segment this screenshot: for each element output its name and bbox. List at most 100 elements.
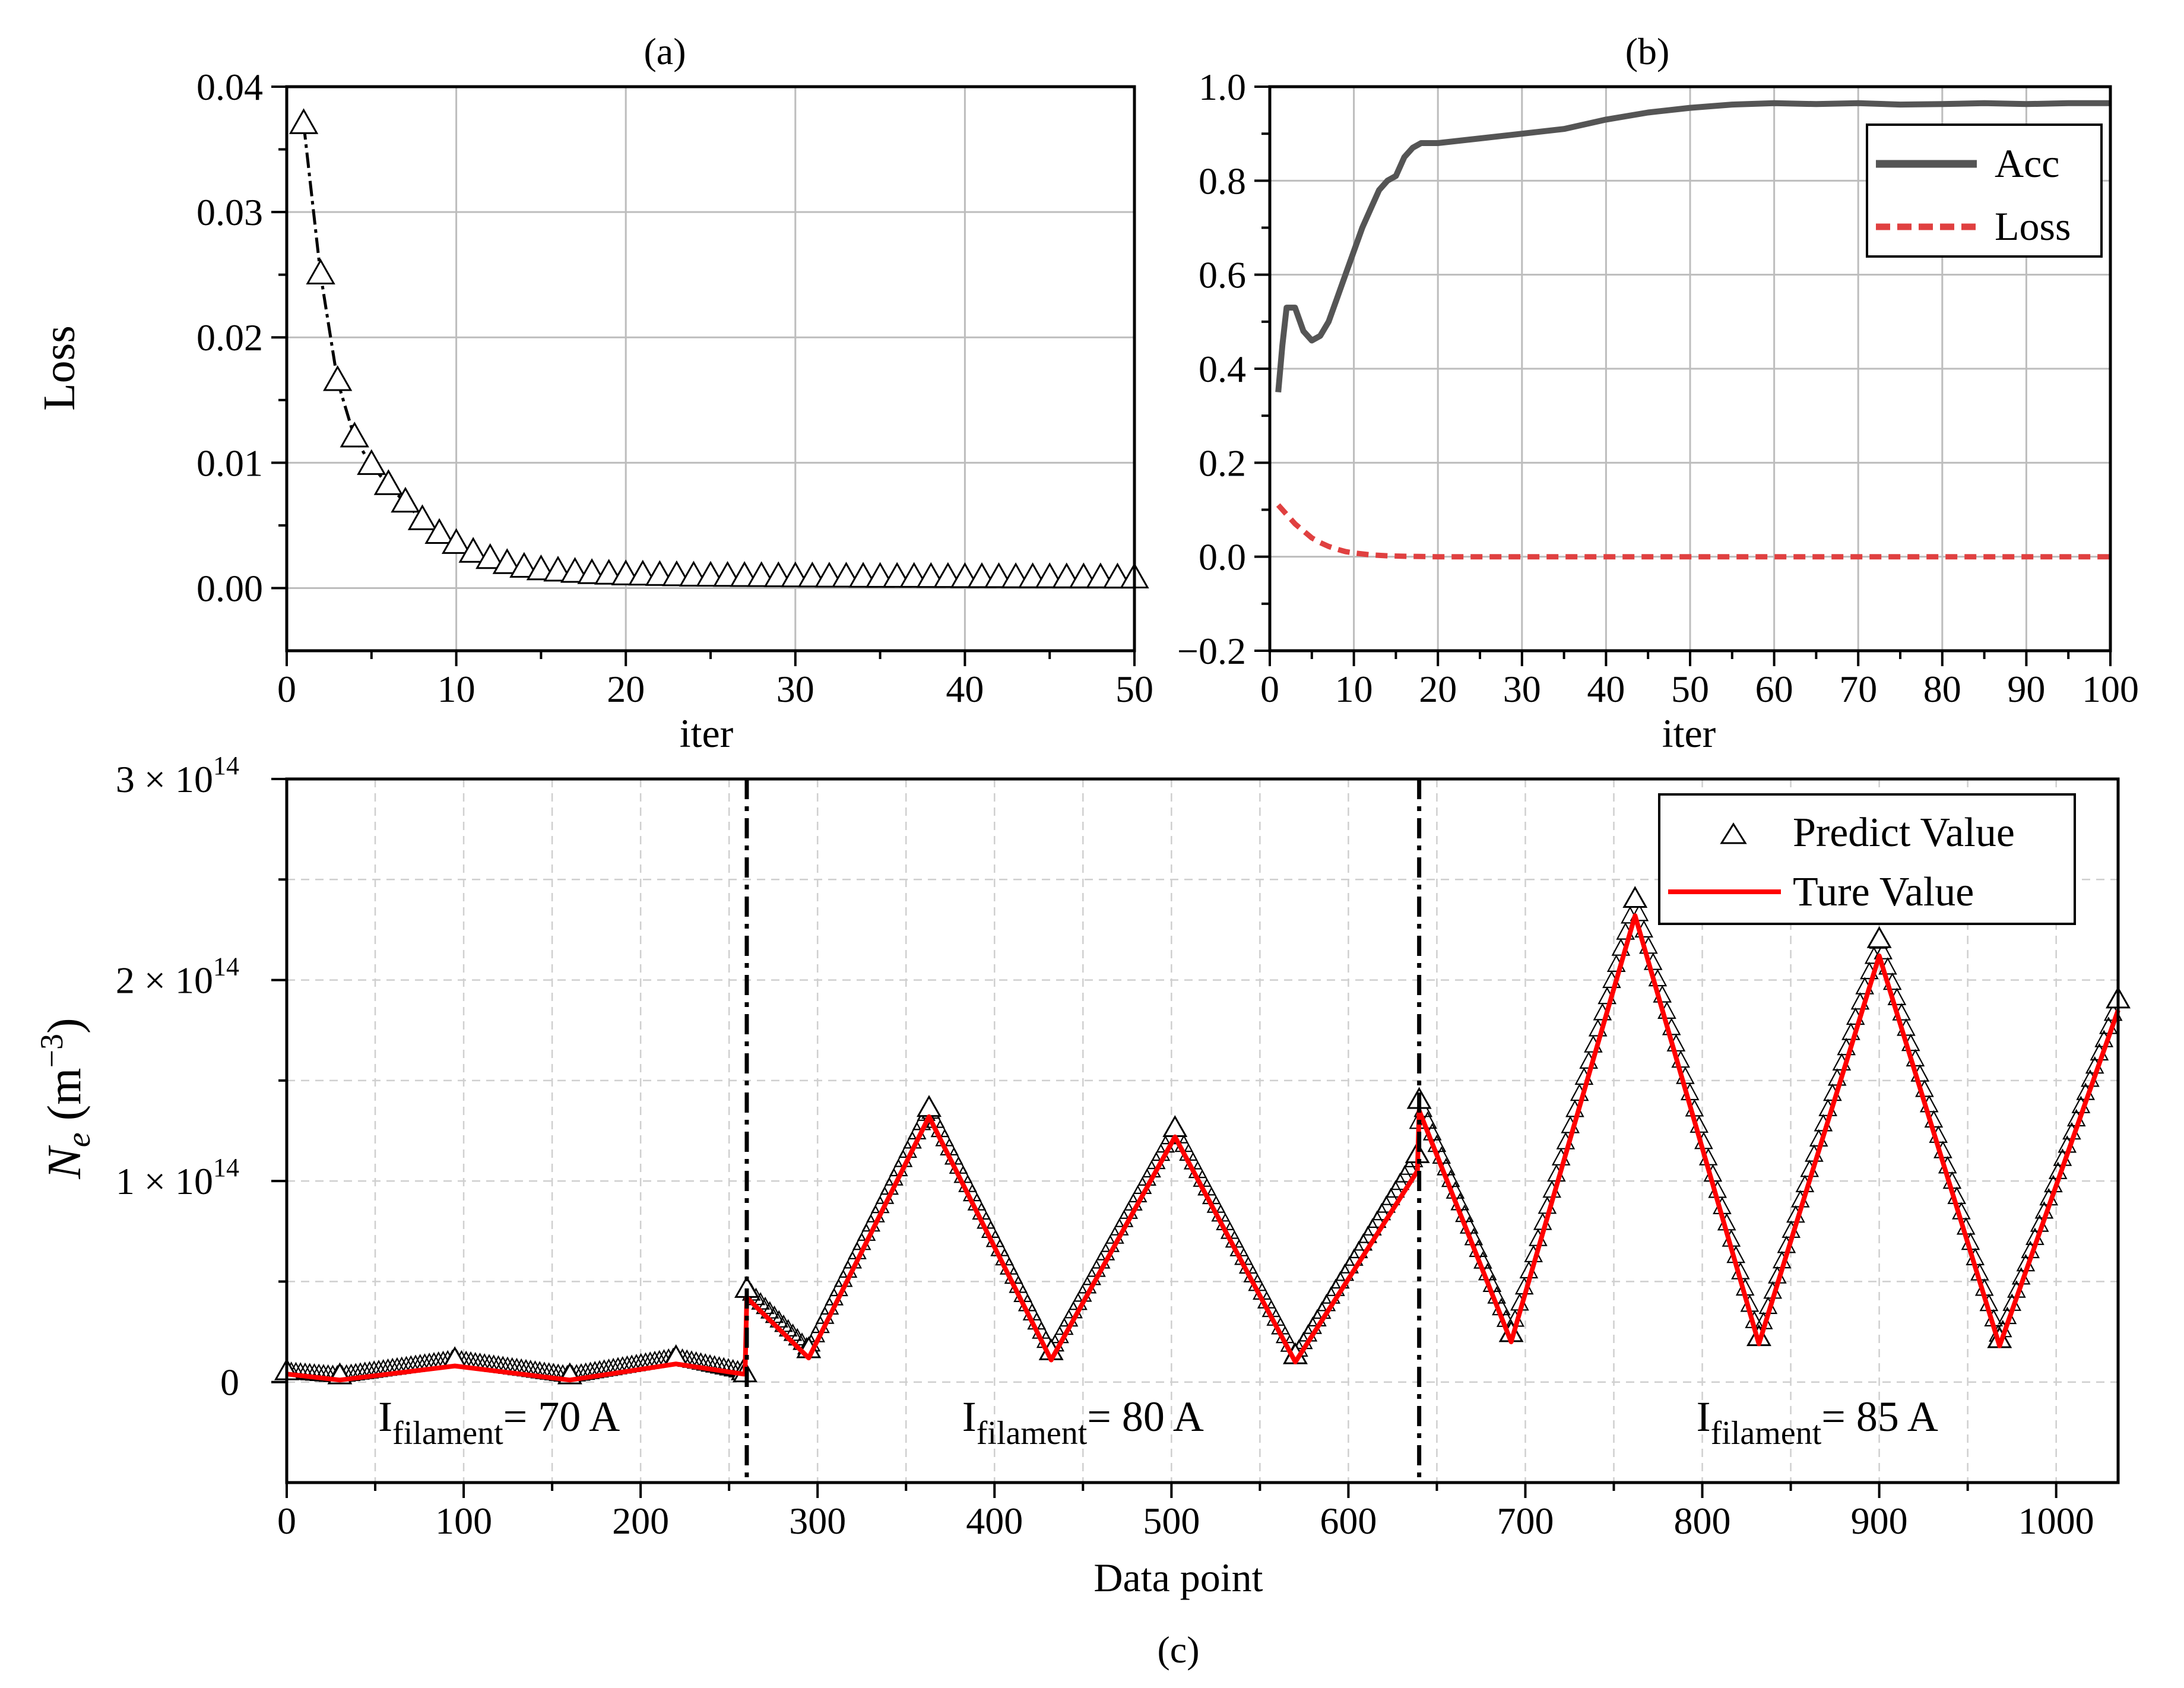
panel-b-title: (b) (1625, 30, 1670, 72)
panel-a-loss-point (509, 552, 539, 578)
panel-a-ytick-label: 0.03 (196, 191, 263, 233)
panel-b-xtick-label: 50 (1671, 668, 1709, 710)
panel-c-xtick-label: 600 (1320, 1500, 1377, 1542)
panel-c-series (274, 886, 2131, 1385)
panel-a-xtick-label: 20 (607, 668, 645, 710)
panel-c-xtick-label: 200 (612, 1500, 669, 1542)
panel-a-loss-point (289, 108, 319, 134)
panel-b-ytick-label: 0.6 (1199, 254, 1246, 296)
panel-a-loss-point (476, 543, 505, 569)
panel-a-loss-point (391, 486, 420, 513)
panel-b-ytick-label: −0.2 (1177, 630, 1246, 672)
panel-a-xtick-label: 30 (776, 668, 814, 710)
panel-b-xtick-label: 100 (2082, 668, 2139, 710)
panel-b-xtick-label: 30 (1503, 668, 1541, 710)
panel-a-ytick-label: 0.00 (196, 567, 263, 609)
panel-a-ticks: 0 10 20 30 40 50 0.00 0.01 0.02 0.03 0.04 (196, 66, 1153, 710)
panel-c-ytick-base: 3 × 10 (116, 758, 213, 800)
panel-b-ytick-label: 0.2 (1199, 442, 1246, 484)
panel-c-ytick-label: 3 × 1014 (116, 751, 239, 800)
panel-a-xlabel: iter (680, 711, 734, 756)
panel-b-xtick-label: 80 (1923, 668, 1961, 710)
panel-c-ytick-label: 2 × 1014 (116, 952, 239, 1002)
panel-a-loss-point (357, 449, 386, 475)
panel-b-ytick-label: 0.8 (1199, 160, 1246, 202)
panel-c-region-sub: filament (1711, 1415, 1822, 1452)
panel-c-region-suffix: = 85 A (1821, 1393, 1938, 1440)
panel-b-xtick-label: 40 (1587, 668, 1625, 710)
panel-c-predict-markers (277, 889, 2128, 1383)
panel-a-loss-point (543, 555, 573, 582)
panel-b-xtick-label: 20 (1419, 668, 1457, 710)
legend-loss-label: Loss (1995, 204, 2071, 249)
panel-c-legend: Predict Value Ture Value (1658, 793, 2076, 925)
panel-c-xtick-label: 100 (435, 1500, 492, 1542)
panel-a-loss-point (407, 504, 438, 530)
panel-a-xtick-label: 50 (1115, 668, 1153, 710)
panel-b-ytick-label: 0.4 (1199, 348, 1246, 390)
panel-c-ytick-label: 1 × 1014 (116, 1153, 239, 1202)
panel-c-region-sub: filament (392, 1415, 503, 1452)
legend-acc-label: Acc (1995, 141, 2059, 186)
panel-a-loss-point (492, 548, 522, 574)
panel-a-loss-point (424, 518, 454, 544)
legend-true-label: Ture Value (1793, 869, 1974, 915)
panel-c-ylabel-exp: −3 (34, 1034, 69, 1068)
panel-b-xtick-label: 60 (1755, 668, 1793, 710)
panel-c-region-suffix: = 80 A (1087, 1393, 1204, 1440)
panel-b-series (1275, 100, 2110, 560)
panel-c-ytick-exp: 14 (213, 1153, 239, 1182)
panel-a-grid (287, 87, 1134, 651)
panel-c-title: (c) (1157, 1629, 1199, 1671)
panel-a-loss-point (340, 422, 369, 448)
panel-c-xtick-label: 700 (1497, 1500, 1554, 1542)
panel-c-xtick-label: 0 (277, 1500, 296, 1542)
panel-c-ytick-base: 2 × 10 (116, 959, 213, 1002)
panel-a-loss-line (302, 124, 1134, 581)
panel-c-ytick-exp: 14 (213, 751, 239, 780)
panel-c-region-label: Ifilament= 70 A (378, 1393, 620, 1452)
panel-a-xtick-label: 10 (438, 668, 476, 710)
panel-c-ylabel-close: ) (39, 1018, 91, 1034)
panel-c-true-line (286, 913, 2120, 1383)
panel-b-xtick-label: 0 (1260, 668, 1279, 710)
panel-c-predict-point (1622, 886, 1648, 908)
panel-c-xtick-label: 800 (1674, 1500, 1731, 1542)
panel-c-region-label: Ifilament= 85 A (1697, 1393, 1938, 1452)
panel-a-loss-point (458, 537, 488, 563)
panel-c-xtick-label: 900 (1851, 1500, 1908, 1542)
panel-c-predict-point (917, 1095, 942, 1117)
panel-a-ylabel: Loss (34, 325, 84, 411)
legend-predict-label: Predict Value (1793, 810, 2015, 856)
panel-c-ylabel: Ne (m−3) (34, 1018, 97, 1179)
panel-c-region-prefix: I (962, 1393, 977, 1440)
panel-b-loss-line (1276, 503, 2110, 560)
panel-a-loss-point (306, 258, 335, 285)
panel-c-predict-point (1866, 926, 1892, 948)
panel-c-predict-point (1162, 1115, 1188, 1138)
panel-c-xtick-label: 300 (789, 1500, 846, 1542)
panel-a-loss-point (373, 469, 404, 495)
panel-a-ytick-label: 0.02 (196, 316, 263, 359)
panel-c-xtick-label: 400 (966, 1500, 1023, 1542)
panel-a-loss-point (560, 557, 590, 583)
panel-c-ylabel-main: N (39, 1145, 91, 1180)
panel-a: (a) Loss iter 0 10 20 30 40 50 0.00 0.01 0.02 0.0… (34, 30, 1153, 756)
panel-b-legend: Acc Loss (1866, 123, 2103, 258)
panel-c-region-prefix: I (1697, 1393, 1711, 1440)
panel-b-ytick-label: 1.0 (1199, 66, 1246, 108)
panel-a-ytick-label: 0.04 (196, 66, 263, 108)
panel-a-loss-point (441, 528, 471, 554)
panel-c-ylabel-sub: e (61, 1132, 97, 1147)
panel-c-xlabel: Data point (1093, 1555, 1263, 1600)
panel-a-series (289, 108, 1149, 588)
panel-b-acc-line (1275, 100, 2110, 393)
panel-a-loss-point (526, 554, 556, 581)
panel-a-xtick-label: 40 (946, 668, 984, 710)
panel-c-frame (285, 777, 2120, 1484)
panel-c-ytick-base: 1 × 10 (116, 1160, 213, 1202)
